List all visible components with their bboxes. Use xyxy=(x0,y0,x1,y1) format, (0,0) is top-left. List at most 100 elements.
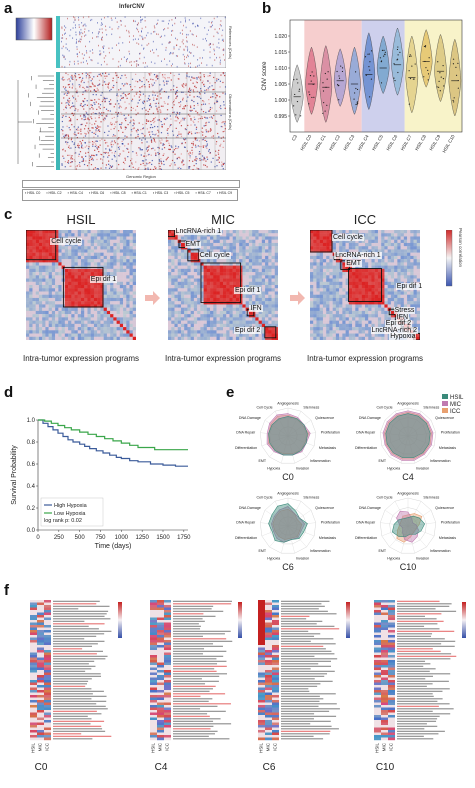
violin-point xyxy=(369,96,371,98)
pathway-row-label xyxy=(281,650,332,652)
pathway-row-label xyxy=(281,610,328,612)
heatmap-col-label: ICC xyxy=(273,742,278,751)
pathway-row-label xyxy=(53,685,86,687)
violin-ytick: 1.015 xyxy=(274,50,287,56)
km-curve xyxy=(38,419,188,451)
violin-point xyxy=(313,75,315,77)
matrix-title: MIC xyxy=(211,212,235,227)
program-label: EMT xyxy=(184,241,202,248)
pathway-row-label xyxy=(397,680,449,682)
violin-xtick: C3 xyxy=(291,134,298,142)
pathway-row-label xyxy=(53,675,102,677)
heatmap-colorbar xyxy=(238,602,242,638)
pathway-row-label xyxy=(397,655,457,657)
violin-point xyxy=(455,74,458,76)
panel-f-label: f xyxy=(4,582,9,599)
pathway-row-label xyxy=(397,733,439,735)
pathway-row-label xyxy=(173,638,227,640)
pathway-row-label xyxy=(53,630,112,632)
pathway-row-label xyxy=(281,608,319,610)
violin-point xyxy=(298,90,300,92)
violin-ytick: 1.005 xyxy=(274,82,287,88)
heatmap-col-label: ICC xyxy=(165,742,170,751)
violin-point xyxy=(397,71,399,74)
pathway-row-label xyxy=(53,645,93,647)
pathway-row-label xyxy=(173,648,205,650)
pathway-row-label xyxy=(53,733,82,735)
panel-d-label: d xyxy=(4,384,14,401)
violin-point xyxy=(427,69,429,71)
radar-legend: HSIL MIC ICC xyxy=(442,394,463,415)
km-ylabel: Survival Probability xyxy=(11,445,18,505)
pathway-heatmap: HSIL MIC ICC xyxy=(258,600,350,753)
survival-chart: 0.0 0.2 0.4 0.6 0.8 1.0 0 250 500 750 1000 1250 1500… xyxy=(11,418,191,550)
violin-point xyxy=(437,61,439,63)
program-label: Hypoxia xyxy=(389,333,417,341)
violin-point xyxy=(393,77,395,79)
violin-shape xyxy=(405,35,419,114)
pathway-row-label xyxy=(397,725,438,727)
radar-axis-label: Quiescence xyxy=(435,416,454,420)
violin-point xyxy=(293,105,295,107)
violin-point xyxy=(298,88,301,90)
radar-series xyxy=(384,411,432,460)
km-ytick: 0.8 xyxy=(27,440,36,446)
radar-axis-label: Angiogenesis xyxy=(277,492,299,496)
violin-point xyxy=(322,82,324,84)
matrix-footer: Intra-tumor expression programs xyxy=(306,354,424,363)
infercnv-color-key xyxy=(15,17,53,41)
radar-chart: Angiogenesis Stemness Quiescence Proliferat… xyxy=(355,492,460,573)
pathway-row-label xyxy=(173,725,214,727)
pathway-row-label xyxy=(281,673,328,675)
violin-point xyxy=(453,101,455,103)
radar-axis-label: Proliferation xyxy=(441,521,460,525)
radar-axis-label: Hypoxia xyxy=(387,557,400,561)
pathway-row-label xyxy=(173,658,217,660)
violin-point xyxy=(369,69,371,71)
pathway-row-label xyxy=(397,738,434,740)
heatmap-col-label: MIC xyxy=(158,742,163,751)
km-logrank: log rank p: 0.02 xyxy=(44,518,82,524)
violin-xtick: HSIL C6 xyxy=(385,134,398,152)
correlation-colorbar xyxy=(446,230,453,287)
heatmap-col-label: ICC xyxy=(389,742,394,751)
pathway-row-label xyxy=(397,640,456,642)
pathway-row-label xyxy=(173,640,233,642)
violin-point xyxy=(380,82,383,84)
pathway-row-label xyxy=(173,675,220,677)
violin-point xyxy=(353,98,355,100)
radar-axis-label: Metastasis xyxy=(439,536,456,540)
radar-axis-label: Metastasis xyxy=(319,446,336,450)
violin-point xyxy=(453,97,455,99)
pathway-row-label xyxy=(173,610,224,612)
pathway-row-label xyxy=(53,723,91,725)
pathway-row-label xyxy=(397,715,440,717)
pathway-row-label xyxy=(281,620,323,622)
pathway-row-label xyxy=(53,610,109,612)
km-ytick: 1.0 xyxy=(27,418,36,424)
violin-point xyxy=(424,46,427,48)
violin-shape xyxy=(434,33,447,102)
program-label: Epi dif 1 xyxy=(395,282,424,290)
pathway-row-label xyxy=(53,680,89,682)
radar-legend-item: ICC xyxy=(442,408,463,415)
heatmap-title: C10 xyxy=(375,762,395,773)
violin-point xyxy=(410,55,412,57)
violin-point xyxy=(452,58,455,60)
pathway-row-label xyxy=(397,643,442,645)
violin-point xyxy=(338,75,340,77)
radar-axis-label: Angiogenesis xyxy=(277,402,299,406)
radar-series xyxy=(272,508,303,540)
pathway-row-label xyxy=(281,670,335,672)
pathway-row-label xyxy=(397,718,438,720)
violin-point xyxy=(383,55,385,57)
pathway-row-label xyxy=(53,725,102,727)
pathway-row-label xyxy=(281,655,315,657)
heatmap-colorbar xyxy=(346,602,350,638)
pathway-row-label xyxy=(397,730,445,732)
violin-ytick: 1.010 xyxy=(274,66,287,72)
km-ytick: 0.0 xyxy=(27,528,36,534)
heatmap-col-label: HSIL xyxy=(31,743,36,754)
km-ytick: 0.6 xyxy=(27,462,36,468)
pathway-row-label xyxy=(397,735,424,737)
